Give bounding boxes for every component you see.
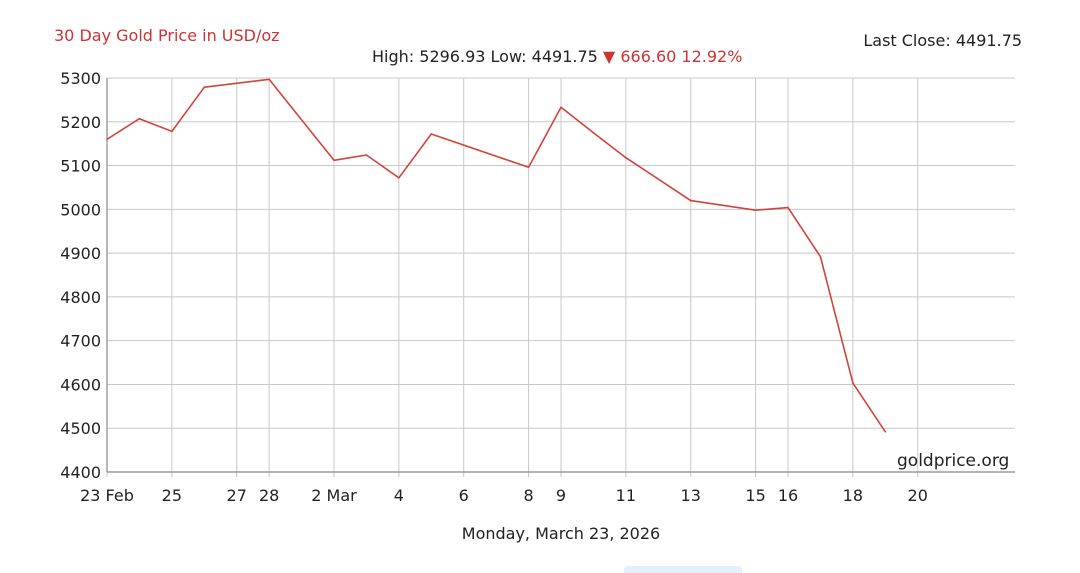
- low-label: Low:: [490, 47, 527, 66]
- price-point: [852, 382, 854, 384]
- current-date: Monday, March 23, 2026: [461, 524, 661, 543]
- price-point: [625, 156, 627, 159]
- price-point: [138, 117, 141, 120]
- y-tick-label: 4700: [60, 332, 101, 351]
- last-close-label: Last Close:: [863, 31, 951, 50]
- x-tick-label: 11: [616, 486, 636, 505]
- price-point: [754, 209, 757, 212]
- change-percent: 12.92%: [681, 47, 743, 66]
- high-value: 5296.93: [419, 47, 486, 66]
- y-tick-label: 5000: [60, 200, 101, 219]
- x-tick-label: 2 Mar: [311, 486, 357, 505]
- price-point: [430, 133, 433, 135]
- low-value: 4491.75: [531, 47, 598, 66]
- price-series-line: [106, 78, 886, 433]
- price-point: [884, 431, 887, 433]
- price-point: [787, 206, 789, 209]
- price-point: [689, 199, 692, 202]
- price-point: [171, 130, 173, 133]
- last-close-value: 4491.75: [955, 31, 1022, 50]
- watermark: goldprice.org: [897, 451, 1010, 471]
- price-point: [560, 106, 562, 109]
- x-tick-label: 16: [778, 486, 798, 505]
- chart-title: 30 Day Gold Price in USD/oz: [54, 26, 280, 45]
- x-tick-label: 28: [259, 486, 279, 505]
- last-close: Last Close: 4491.75: [863, 31, 1022, 50]
- x-tick-label: 4: [394, 486, 404, 505]
- price-point: [819, 255, 822, 258]
- y-tick-label: 5300: [60, 69, 101, 88]
- x-tick-label: 8: [523, 486, 533, 505]
- price-point: [365, 154, 368, 156]
- x-tick-label: 13: [681, 486, 701, 505]
- price-point: [268, 78, 270, 81]
- x-tick-label: 20: [908, 486, 928, 505]
- x-tick-label: 6: [459, 486, 469, 505]
- high-label: High:: [372, 47, 415, 66]
- y-tick-label: 4500: [60, 419, 101, 438]
- y-tick-label: 5100: [60, 157, 101, 176]
- x-tick-label: 25: [162, 486, 182, 505]
- price-point: [203, 86, 206, 88]
- x-tick-label: 15: [745, 486, 765, 505]
- y-tick-label: 5200: [60, 113, 101, 132]
- price-stats: High: 5296.93 Low: 4491.75 ▼ 666.60 12.9…: [372, 47, 742, 66]
- x-tick-label: 27: [227, 486, 247, 505]
- price-point: [106, 138, 108, 141]
- x-tick-label: 23 Feb: [80, 486, 134, 505]
- price-point: [333, 159, 335, 162]
- x-tick-label: 9: [556, 486, 566, 505]
- x-tick-label: 18: [843, 486, 863, 505]
- down-arrow-icon: ▼: [602, 47, 616, 66]
- y-tick-label: 4900: [60, 244, 101, 263]
- price-point: [527, 166, 530, 169]
- y-tick-label: 4600: [60, 375, 101, 394]
- price-point: [398, 177, 400, 179]
- y-tick-label: 4800: [60, 288, 101, 307]
- price-point: [592, 131, 595, 134]
- change-value: 666.60: [620, 47, 677, 66]
- y-tick-label: 4400: [60, 463, 101, 482]
- scroll-hint-bar: [624, 566, 742, 573]
